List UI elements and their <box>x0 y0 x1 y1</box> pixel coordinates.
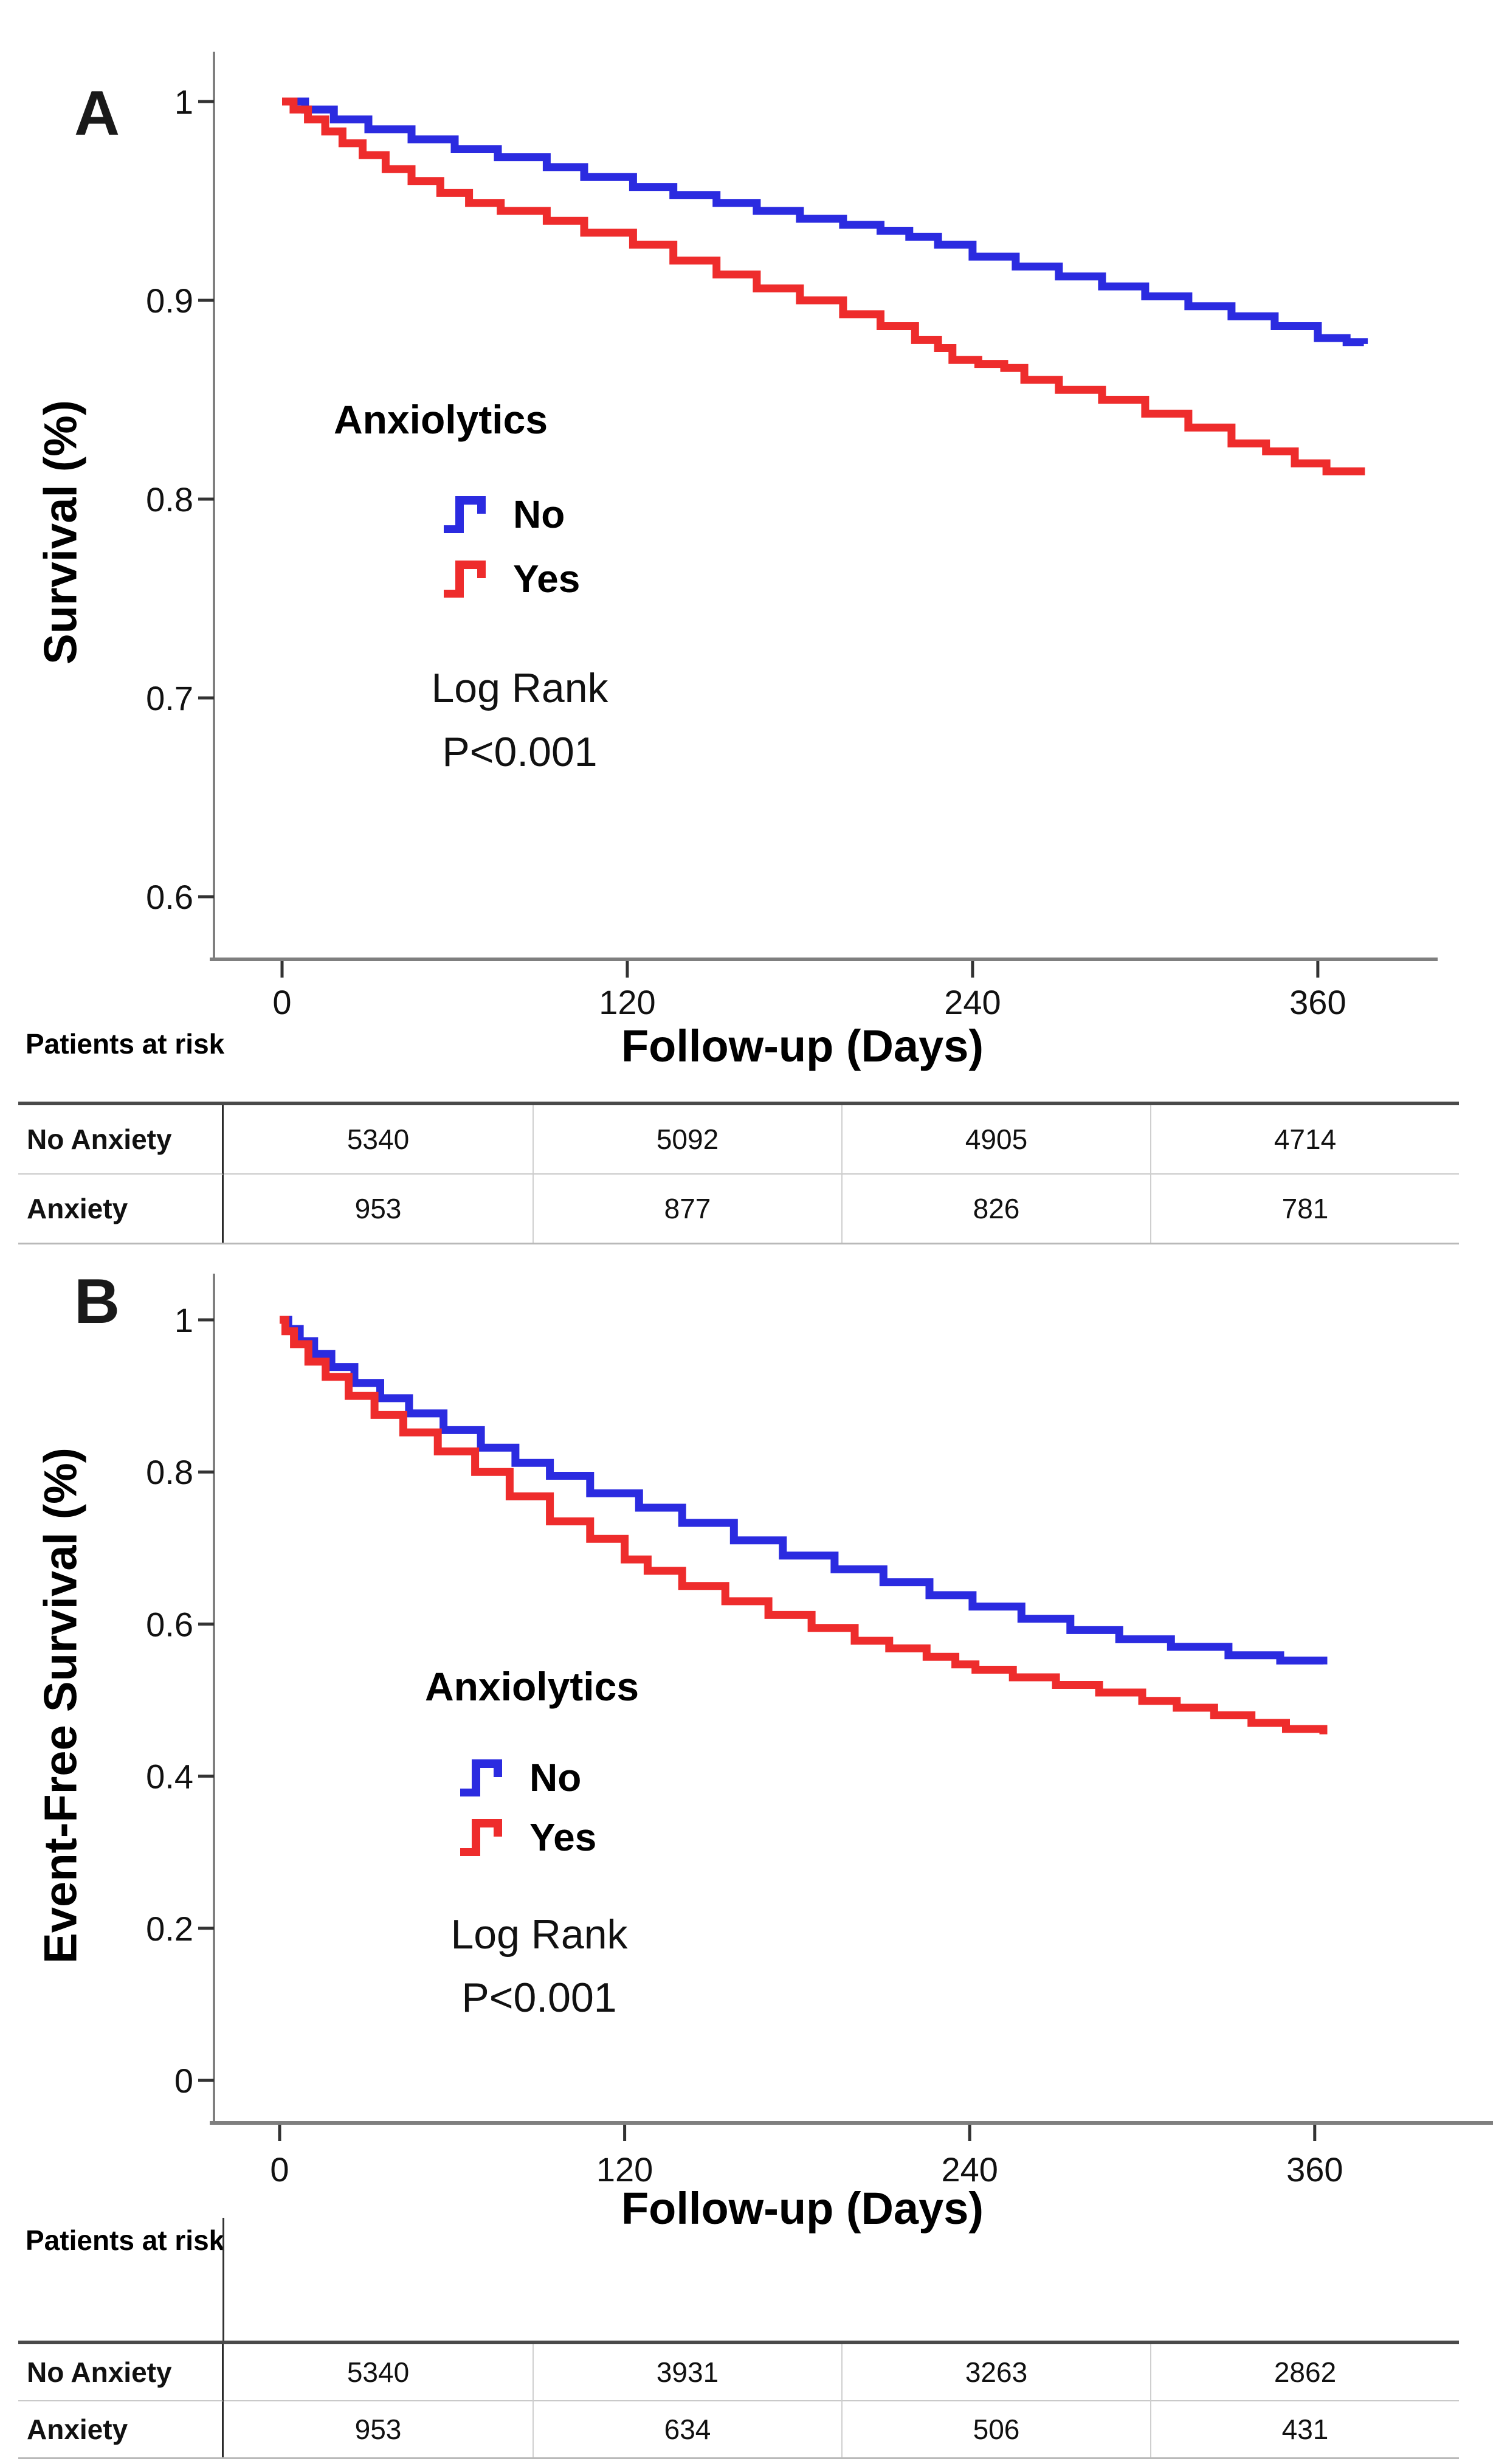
risk-value: 4905 <box>841 1105 1150 1175</box>
risk-row-label: No Anxiety <box>18 2344 224 2401</box>
risk-value: 781 <box>1150 1175 1459 1243</box>
risk-value: 5092 <box>533 1105 841 1175</box>
panel-b-label: B <box>74 1266 120 1337</box>
risk-value: 826 <box>841 1175 1150 1243</box>
panel-a-legend-title: Anxiolytics <box>333 397 548 442</box>
panel-b-y-axis-title: Event-Free Survival (%) <box>35 1448 87 1964</box>
risk-value: 953 <box>354 1193 402 1224</box>
survival-curve-yes <box>282 97 1365 475</box>
step-line-icon <box>444 496 486 533</box>
panel-a-legend-item-yes: Yes <box>441 554 580 603</box>
panel-a-y-axis-title: Survival (%) <box>35 399 87 665</box>
y-tick-label: 0 <box>174 2062 193 2100</box>
risk-value: 3931 <box>533 2344 841 2401</box>
risk-value: 4714 <box>1150 1105 1459 1175</box>
legend-label-no: No <box>529 1756 582 1800</box>
panel-b-logrank-text: Log Rank <box>450 1911 628 1958</box>
survival-curve-no <box>280 1316 1328 1665</box>
y-tick-label: 0.8 <box>146 480 193 519</box>
x-tick-label: 120 <box>596 2150 653 2189</box>
y-tick-label: 0.2 <box>146 1910 193 1948</box>
legend-label-yes: Yes <box>513 557 581 601</box>
y-tick-label: 1 <box>174 83 193 121</box>
x-tick-label: 0 <box>270 2150 289 2189</box>
risk-value: 953 <box>354 2414 402 2445</box>
step-line-icon <box>460 1819 502 1856</box>
panel-b-pvalue-text: P<0.001 <box>461 1975 617 2021</box>
legend-label-no: No <box>513 492 565 536</box>
y-tick-label: 0.8 <box>146 1453 193 1491</box>
risk-value: 5340 <box>224 2344 533 2401</box>
y-tick-label: 0.9 <box>146 281 193 320</box>
step-line-icon <box>444 561 486 598</box>
panel-b-x-axis-title: Follow-up (Days) <box>621 2183 984 2234</box>
panel-a-risk-table: No Anxiety 5340 5092 4905 4714 Anxiety 9… <box>18 1102 1459 1244</box>
risk-value: 634 <box>533 2401 841 2457</box>
risk-value: 506 <box>841 2401 1150 2457</box>
panel-b-patients-at-risk-label: Patients at risk <box>26 2224 225 2256</box>
survival-curve-no <box>282 97 1368 347</box>
survival-curve-yes <box>280 1316 1328 1734</box>
panel-b-risk-table: No Anxiety 5340 3931 3263 2862 Anxiety 9… <box>18 2341 1459 2459</box>
x-tick-label: 360 <box>1286 2150 1343 2189</box>
y-tick-label: 1 <box>174 1301 193 1339</box>
x-tick-label: 360 <box>1289 983 1346 1021</box>
risk-value: 3263 <box>841 2344 1150 2401</box>
risk-row-label: No Anxiety <box>18 1105 224 1175</box>
panel-b-legend-item-yes: Yes <box>458 1813 596 1862</box>
y-tick-label: 0.4 <box>146 1758 193 1796</box>
panel-a-x-axis-title: Follow-up (Days) <box>621 1021 984 1071</box>
panel-a-label: A <box>74 78 120 149</box>
x-tick-label: 240 <box>944 983 1001 1021</box>
panel-a-patients-at-risk-label: Patients at risk <box>26 1028 225 1060</box>
risk-value: 5340 <box>224 1105 533 1175</box>
panel-b-legend-item-no: No <box>458 1753 581 1802</box>
risk-value: 877 <box>533 1175 841 1243</box>
risk-table-divider-line <box>222 2218 224 2341</box>
y-tick-label: 0.6 <box>146 878 193 916</box>
panel-a-pvalue-text: P<0.001 <box>442 729 598 775</box>
legend-label-yes: Yes <box>529 1815 597 1859</box>
step-line-icon <box>460 1759 502 1796</box>
panel-b-legend-title: Anxiolytics <box>424 1664 639 1709</box>
risk-value: 2862 <box>1150 2344 1459 2401</box>
y-tick-label: 0.7 <box>146 679 193 717</box>
risk-row-label: Anxiety <box>18 1175 224 1243</box>
x-tick-label: 240 <box>941 2150 998 2189</box>
panel-a-logrank-text: Log Rank <box>431 665 608 711</box>
x-tick-label: 0 <box>272 983 291 1021</box>
risk-value: 431 <box>1150 2401 1459 2457</box>
panel-a-legend-item-no: No <box>441 490 565 539</box>
x-tick-label: 120 <box>599 983 655 1021</box>
y-tick-label: 0.6 <box>146 1605 193 1643</box>
risk-row-label: Anxiety <box>18 2401 224 2457</box>
